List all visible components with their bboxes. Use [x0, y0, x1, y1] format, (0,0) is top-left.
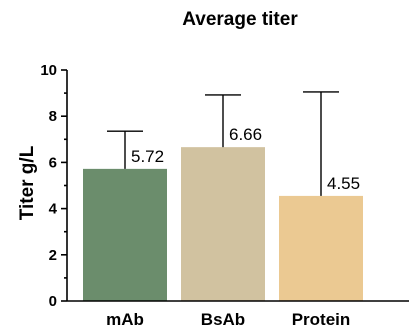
- data-label-mab: 5.72: [131, 147, 164, 166]
- x-tick-label-mab: mAb: [106, 310, 144, 329]
- bar-mab: [83, 168, 167, 301]
- y-tick-label-8: 8: [49, 108, 57, 125]
- y-tick-label-2: 2: [49, 247, 57, 264]
- data-label-bsab: 6.66: [229, 125, 262, 144]
- data-label-protein: 4.55: [327, 174, 360, 193]
- bar-protein: [279, 195, 363, 301]
- x-tick-label-bsab: BsAb: [201, 310, 245, 329]
- bar-bsab: [181, 147, 265, 301]
- chart-title: Average titer: [182, 9, 298, 30]
- y-tick-label-4: 4: [49, 201, 58, 218]
- x-tick-label-protein: Protein: [292, 310, 351, 329]
- y-tick-label-6: 6: [49, 154, 57, 171]
- y-axis-label: Titer g/L: [17, 145, 38, 220]
- y-tick-label-10: 10: [40, 62, 57, 79]
- y-tick-label-0: 0: [49, 293, 57, 310]
- plot-area: 5.72 mAb 6.66 BsAb 4.55 Protein 0 2 4 6 8 10: [40, 62, 409, 329]
